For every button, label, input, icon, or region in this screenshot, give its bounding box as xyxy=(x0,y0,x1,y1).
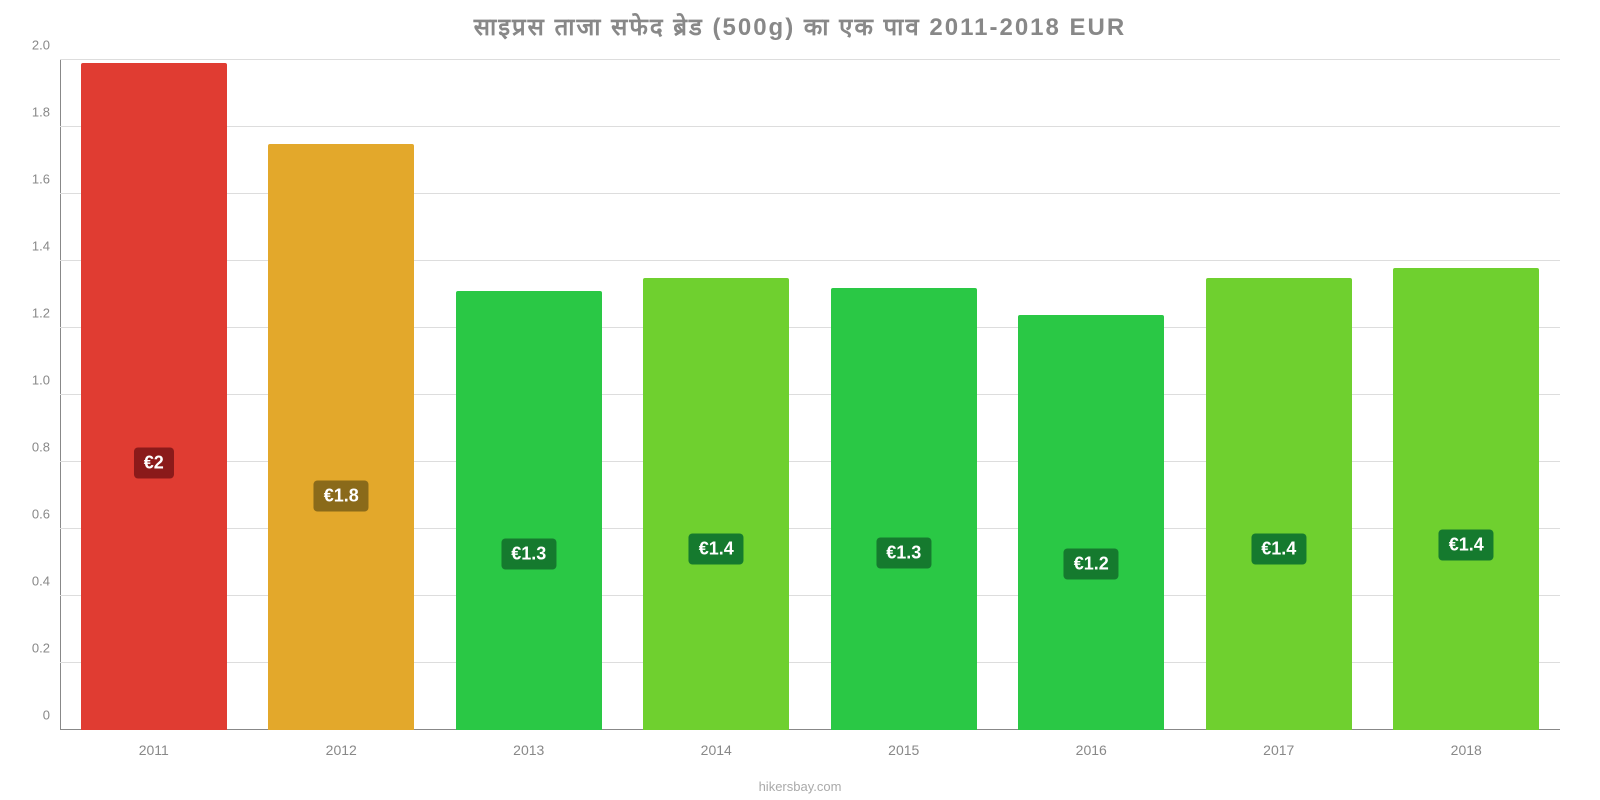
x-tick-label: 2016 xyxy=(1076,730,1107,758)
x-tick-label: 2017 xyxy=(1263,730,1294,758)
bar-slot: €22011 xyxy=(60,60,248,730)
bar-slot: €1.22016 xyxy=(998,60,1186,730)
y-tick-label: 1.4 xyxy=(32,239,60,254)
chart-container: साइप्रस ताजा सफेद ब्रेड (500g) का एक पाव… xyxy=(0,0,1600,800)
bar-slot: €1.32013 xyxy=(435,60,623,730)
bar-slot: €1.42018 xyxy=(1373,60,1561,730)
x-tick-label: 2013 xyxy=(513,730,544,758)
bar-slot: €1.42014 xyxy=(623,60,811,730)
x-tick-label: 2018 xyxy=(1451,730,1482,758)
bar: €1.4 xyxy=(643,278,789,730)
bar-value-label: €1.3 xyxy=(501,539,556,570)
y-tick-label: 1.0 xyxy=(32,373,60,388)
y-tick-label: 0 xyxy=(43,708,60,723)
y-tick-label: 0.2 xyxy=(32,641,60,656)
x-tick-label: 2014 xyxy=(701,730,732,758)
y-tick-label: 1.6 xyxy=(32,172,60,187)
y-tick-label: 0.6 xyxy=(32,507,60,522)
bar: €1.4 xyxy=(1206,278,1352,730)
x-tick-label: 2015 xyxy=(888,730,919,758)
bar-value-label: €1.3 xyxy=(876,538,931,569)
bar-value-label: €1.8 xyxy=(314,480,369,511)
y-tick-label: 0.8 xyxy=(32,440,60,455)
bar: €1.3 xyxy=(456,291,602,730)
bar-slot: €1.42017 xyxy=(1185,60,1373,730)
bar-value-label: €2 xyxy=(134,448,174,479)
bar-value-label: €1.4 xyxy=(1251,534,1306,565)
bar-value-label: €1.4 xyxy=(689,534,744,565)
bar-slot: €1.82012 xyxy=(248,60,436,730)
bar-value-label: €1.2 xyxy=(1064,548,1119,579)
attribution-text: hikersbay.com xyxy=(0,779,1600,794)
y-tick-label: 0.4 xyxy=(32,574,60,589)
bar: €1.3 xyxy=(831,288,977,730)
bar-slot: €1.32015 xyxy=(810,60,998,730)
bar-value-label: €1.4 xyxy=(1439,530,1494,561)
bar: €1.8 xyxy=(268,144,414,730)
plot-area: €22011€1.82012€1.32013€1.42014€1.32015€1… xyxy=(60,60,1560,730)
bar: €2 xyxy=(81,63,227,730)
x-tick-label: 2011 xyxy=(139,730,169,758)
bars-group: €22011€1.82012€1.32013€1.42014€1.32015€1… xyxy=(60,60,1560,730)
chart-title: साइप्रस ताजा सफेद ब्रेड (500g) का एक पाव… xyxy=(0,10,1600,43)
y-tick-label: 1.2 xyxy=(32,306,60,321)
x-tick-label: 2012 xyxy=(326,730,357,758)
bar: €1.2 xyxy=(1018,315,1164,730)
y-tick-label: 2.0 xyxy=(32,38,60,53)
bar: €1.4 xyxy=(1393,268,1539,730)
y-tick-label: 1.8 xyxy=(32,105,60,120)
